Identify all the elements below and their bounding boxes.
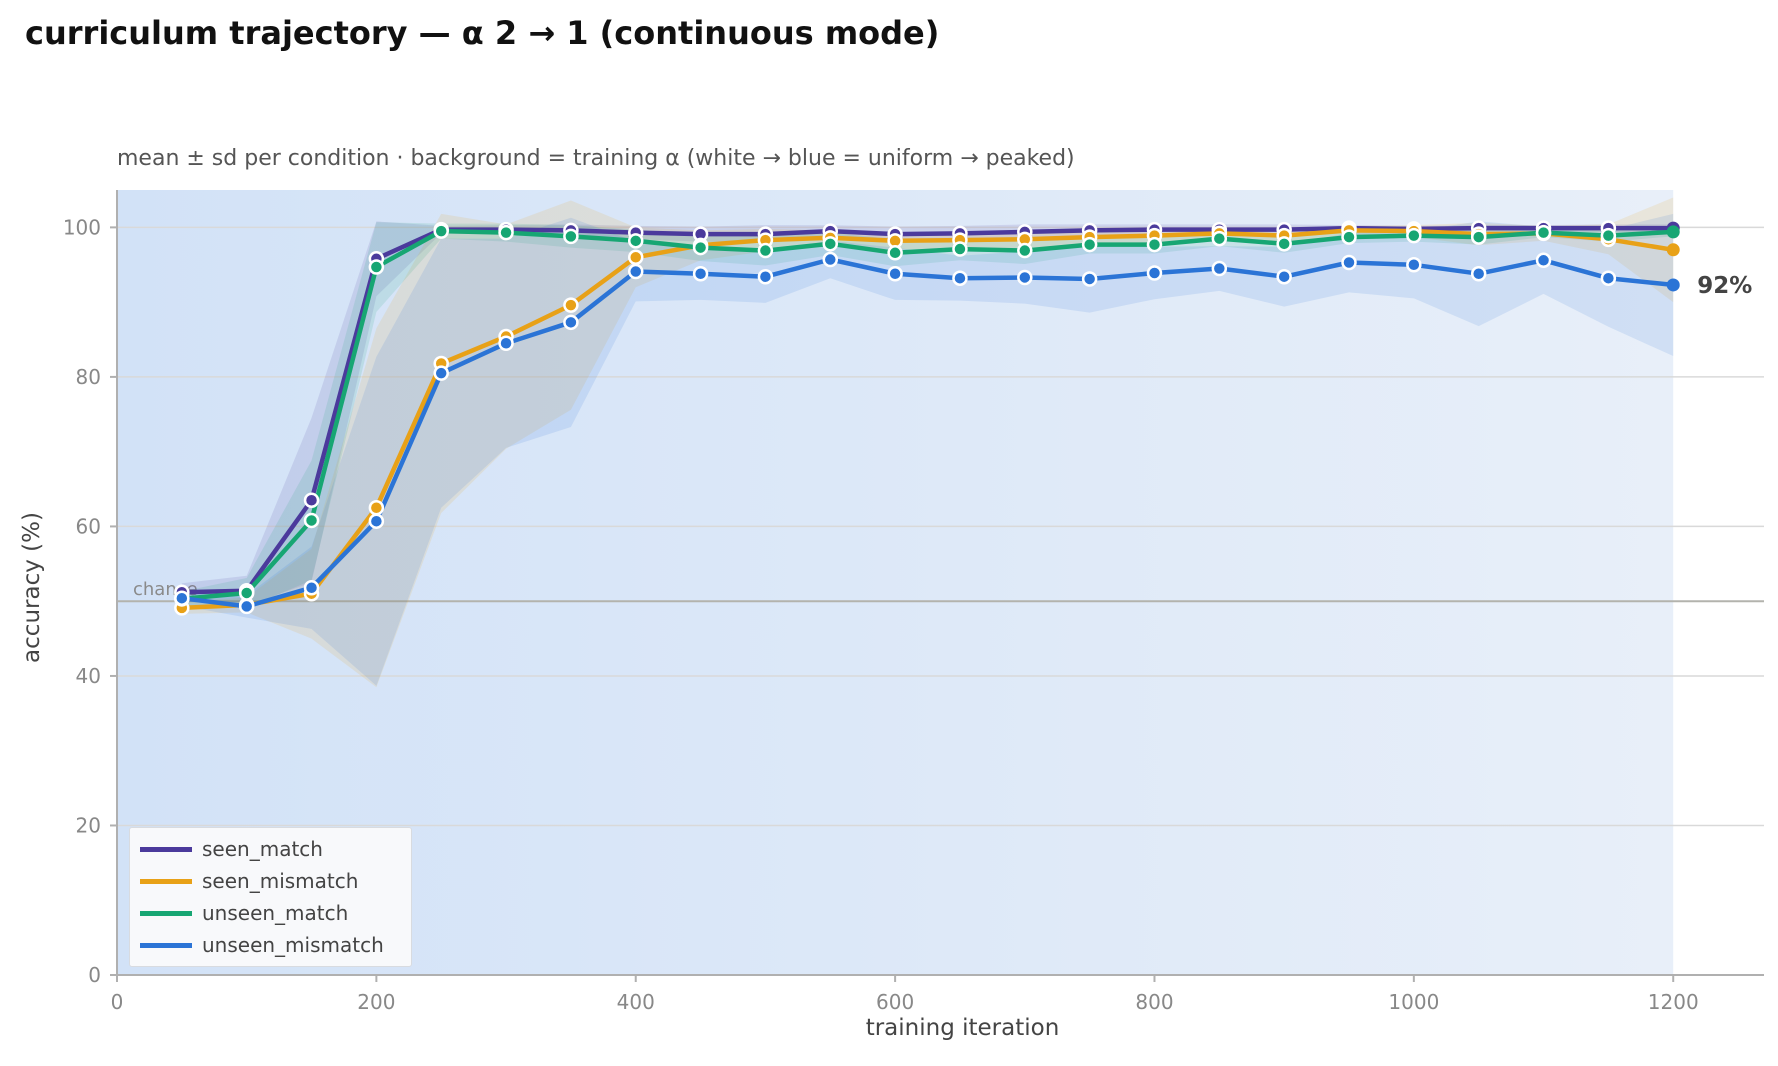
data-point-unseen-mismatch	[433, 365, 449, 381]
data-point-unseen-mismatch	[563, 314, 579, 331]
data-point-unseen-match	[692, 239, 709, 256]
legend-swatch	[140, 847, 192, 852]
data-point-unseen-mismatch	[174, 590, 190, 606]
data-point-unseen-mismatch	[498, 335, 514, 352]
data-point-unseen-match	[1666, 225, 1680, 239]
data-point-unseen-match	[1406, 227, 1422, 244]
series-line-seen-mismatch	[181, 228, 1674, 611]
data-point-unseen-match	[1535, 224, 1552, 241]
legend-label: unseen_match	[202, 901, 349, 925]
data-point-unseen-match	[1081, 236, 1098, 253]
data-point-unseen-match	[1146, 236, 1163, 253]
data-point-unseen-mismatch	[303, 579, 320, 596]
y-tick-label: 40	[76, 664, 101, 688]
data-point-unseen-match	[1276, 236, 1292, 252]
end-value-label: 92%	[1697, 273, 1752, 299]
x-tick-label: 600	[876, 990, 914, 1014]
data-point-unseen-mismatch	[1600, 270, 1617, 286]
data-point-unseen-mismatch	[1535, 252, 1552, 269]
data-point-seen-mismatch	[563, 297, 579, 313]
x-tick-label: 0	[111, 990, 124, 1014]
x-tick-label: 400	[617, 990, 655, 1014]
data-point-unseen-mismatch	[1341, 254, 1357, 271]
series-lines	[181, 225, 1674, 611]
data-point-unseen-match	[1017, 242, 1033, 259]
data-point-unseen-match	[627, 233, 644, 249]
data-point-unseen-match	[368, 259, 385, 275]
x-axis-label: training iteration	[866, 1015, 1060, 1041]
data-point-unseen-mismatch	[1211, 260, 1228, 277]
data-point-unseen-match	[433, 223, 449, 239]
x-tick-label: 1200	[1648, 990, 1699, 1014]
x-tick-label: 800	[1135, 990, 1173, 1014]
sd-band-seen-mismatch	[181, 197, 1674, 688]
data-point-unseen-match	[887, 245, 903, 261]
y-tick-label: 20	[76, 813, 101, 837]
data-point-unseen-match	[563, 228, 579, 245]
data-point-unseen-match	[1600, 227, 1617, 244]
legend-swatch	[140, 911, 192, 916]
data-point-unseen-mismatch	[1470, 265, 1487, 282]
data-point-unseen-mismatch	[627, 263, 644, 280]
data-point-unseen-match	[1470, 229, 1487, 245]
y-tick-label: 80	[76, 365, 101, 389]
data-point-seen-mismatch	[627, 249, 644, 266]
legend-item-seen-match: seen_match	[130, 834, 411, 864]
legend-item-seen-mismatch: seen_mismatch	[130, 866, 411, 896]
sd-band-unseen-mismatch	[181, 213, 1674, 686]
legend-label: unseen_mismatch	[202, 933, 384, 957]
chart-title: curriculum trajectory — α 2 → 1 (continu…	[25, 14, 940, 52]
legend-swatch	[140, 879, 192, 884]
data-point-seen-match	[303, 492, 320, 509]
data-point-unseen-mismatch	[1666, 278, 1680, 292]
data-point-unseen-mismatch	[822, 251, 839, 268]
data-point-unseen-mismatch	[238, 598, 255, 615]
data-point-unseen-mismatch	[1406, 257, 1422, 273]
series-line-seen-match	[181, 225, 1674, 595]
data-point-unseen-match	[952, 241, 968, 257]
x-tick-label: 200	[357, 990, 395, 1014]
legend-label: seen_mismatch	[202, 869, 359, 893]
legend-item-unseen-match: unseen_match	[130, 898, 411, 928]
y-tick-label: 100	[63, 215, 101, 239]
data-point-seen-mismatch	[368, 499, 385, 516]
data-point-unseen-match	[498, 224, 514, 241]
data-point-unseen-mismatch	[368, 513, 385, 529]
axes: 0 200 400 600 800 1000 1200 0 20 40 60 80 100 trainin…	[19, 190, 1764, 1041]
x-tick-label: 1000	[1388, 990, 1439, 1014]
data-point-unseen-match	[822, 236, 839, 252]
data-point-unseen-mismatch	[887, 265, 903, 282]
data-point-unseen-mismatch	[1081, 271, 1098, 287]
data-point-unseen-mismatch	[757, 268, 774, 285]
y-tick-label: 60	[76, 514, 101, 538]
legend-label: seen_match	[202, 837, 323, 861]
sd-bands	[181, 197, 1674, 688]
data-point-unseen-match	[1211, 230, 1228, 247]
data-point-seen-mismatch	[1666, 243, 1680, 257]
data-point-unseen-match	[1341, 229, 1357, 245]
annotations: 92%	[1697, 273, 1752, 299]
data-point-unseen-match	[757, 242, 774, 259]
series-line-unseen-mismatch	[181, 257, 1674, 609]
data-point-unseen-match	[238, 585, 255, 601]
data-point-unseen-match	[303, 512, 320, 529]
data-point-unseen-mismatch	[1276, 268, 1292, 285]
series-line-unseen-match	[181, 228, 1674, 602]
data-point-unseen-mismatch	[692, 265, 709, 282]
legend-item-unseen-mismatch: unseen_mismatch	[130, 930, 411, 960]
chart-subtitle: mean ± sd per condition · background = t…	[117, 146, 1075, 171]
data-point-unseen-mismatch	[1017, 269, 1033, 286]
legend-swatch	[140, 943, 192, 948]
data-point-unseen-mismatch	[952, 270, 968, 286]
y-tick-label: 0	[88, 963, 101, 987]
y-axis-label: accuracy (%)	[19, 512, 45, 663]
series-points	[174, 220, 1680, 616]
data-point-unseen-mismatch	[1146, 265, 1163, 281]
